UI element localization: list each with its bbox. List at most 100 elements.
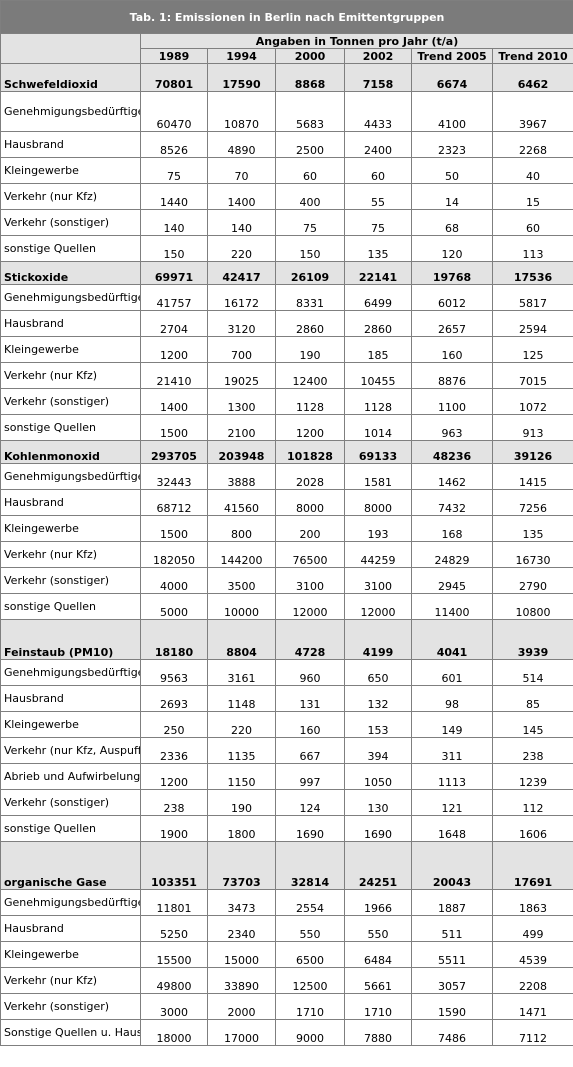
value-cell: 32443 <box>140 463 208 490</box>
source-label: Hausbrand <box>0 915 141 942</box>
table-row: Kleingewerbe 15500 15000 6500 6484 5511 4539 <box>0 941 573 968</box>
value-cell: 3100 <box>344 567 412 594</box>
group-name: Feinstaub (PM10) <box>0 619 141 660</box>
value-cell: 75 <box>344 209 412 236</box>
value-cell: 68712 <box>140 489 208 516</box>
table-body: Schwefeldioxid 70801 17590 8868 7158 6674 6462… <box>0 63 573 1046</box>
value-cell: 12500 <box>275 967 345 994</box>
group-total-cell: 24251 <box>344 841 412 890</box>
value-cell: 149 <box>411 711 493 738</box>
source-label: Genehmigungsbedürftige Anlagen <box>0 91 141 132</box>
table-row: Verkehr (sonstiger) 140 140 75 75 68 60 <box>0 209 573 236</box>
source-label: Hausbrand <box>0 685 141 712</box>
value-cell: 140 <box>140 209 208 236</box>
value-cell: 1135 <box>207 737 276 764</box>
value-cell: 1113 <box>411 763 493 790</box>
value-cell: 1148 <box>207 685 276 712</box>
value-cell: 250 <box>140 711 208 738</box>
value-cell: 3888 <box>207 463 276 490</box>
table-row: Verkehr (sonstiger) 1400 1300 1128 1128 1100 1… <box>0 388 573 415</box>
value-cell: 4890 <box>207 131 276 158</box>
value-cell: 1710 <box>344 993 412 1020</box>
value-cell: 7880 <box>344 1019 412 1046</box>
table-row: Kleingewerbe 75 70 60 60 50 40 <box>0 157 573 184</box>
value-cell: 168 <box>411 515 493 542</box>
value-cell: 514 <box>491 659 573 686</box>
group-name: organische Gase <box>0 841 141 890</box>
value-cell: 1128 <box>275 388 345 415</box>
value-cell: 997 <box>275 763 345 790</box>
table-row: Genehmigungsbedürftige Anlagen1180134732… <box>0 889 573 916</box>
source-label: Hausbrand <box>0 310 141 337</box>
value-cell: 1415 <box>491 463 573 490</box>
value-cell: 2554 <box>275 889 345 916</box>
group-total-cell: 7158 <box>344 63 412 92</box>
value-cell: 5000 <box>140 593 208 620</box>
value-cell: 5661 <box>344 967 412 994</box>
value-cell: 60 <box>491 209 573 236</box>
source-label: Kleingewerbe <box>0 711 141 738</box>
group-total-cell: 101828 <box>275 440 345 464</box>
value-cell: 1690 <box>344 815 412 842</box>
group-total-cell: 17536 <box>491 261 573 285</box>
value-cell: 10000 <box>207 593 276 620</box>
value-cell: 1200 <box>140 336 208 363</box>
source-label: Verkehr (sonstiger) <box>0 209 141 236</box>
group-total-cell: 69971 <box>140 261 208 285</box>
group-name: Stickoxide <box>0 261 141 285</box>
value-cell: 125 <box>491 336 573 363</box>
value-cell: 10800 <box>491 593 573 620</box>
value-cell: 1690 <box>275 815 345 842</box>
value-cell: 311 <box>411 737 493 764</box>
group-total-cell: 20043 <box>411 841 493 890</box>
value-cell: 21410 <box>140 362 208 389</box>
value-cell: 17000 <box>207 1019 276 1046</box>
group-row: Stickoxide 69971 42417 26109 22141 19768 17536 <box>0 261 573 285</box>
table-row: Genehmigungsbedürftige Anlagen4175716172… <box>0 284 573 311</box>
table-row: Genehmigungsbedürftige Anlagen9563316196… <box>0 659 573 686</box>
table-row: Kleingewerbe 250 220 160 153 149 145 <box>0 711 573 738</box>
value-cell: 3120 <box>207 310 276 337</box>
source-label: Verkehr (sonstiger) <box>0 789 141 816</box>
table-row: Kleingewerbe 1500 800 200 193 168 135 <box>0 515 573 542</box>
value-cell: 2500 <box>275 131 345 158</box>
value-cell: 135 <box>491 515 573 542</box>
value-cell: 2208 <box>491 967 573 994</box>
source-label: Kleingewerbe <box>0 941 141 968</box>
value-cell: 7112 <box>491 1019 573 1046</box>
source-label: Sonstige Quellen u. Haushalte <box>0 1019 141 1046</box>
value-cell: 700 <box>207 336 276 363</box>
value-cell: 400 <box>275 183 345 210</box>
source-label: sonstige Quellen <box>0 414 141 441</box>
value-cell: 150 <box>140 235 208 262</box>
table-title: Tab. 1: Emissionen in Berlin nach Emitte… <box>0 0 573 34</box>
group-total-cell: 70801 <box>140 63 208 92</box>
value-cell: 131 <box>275 685 345 712</box>
value-cell: 7432 <box>411 489 493 516</box>
value-cell: 1200 <box>140 763 208 790</box>
value-cell: 1400 <box>207 183 276 210</box>
source-label: sonstige Quellen <box>0 593 141 620</box>
table-row: Verkehr (nur Kfz) 182050 144200 76500 44259 2… <box>0 541 573 568</box>
table-row: Hausbrand 5250 2340 550 550 511 499 <box>0 915 573 942</box>
value-cell: 1863 <box>491 889 573 916</box>
value-cell: 650 <box>344 659 412 686</box>
group-total-cell: 3939 <box>491 619 573 660</box>
group-name: Kohlenmonoxid <box>0 440 141 464</box>
value-cell: 1239 <box>491 763 573 790</box>
value-cell: 40 <box>491 157 573 184</box>
value-cell: 44259 <box>344 541 412 568</box>
value-cell: 60470 <box>140 91 208 132</box>
value-cell: 160 <box>411 336 493 363</box>
table-row: Kleingewerbe 1200 700 190 185 160 125 <box>0 336 573 363</box>
year-header-row: 1989 1994 2000 2002 Trend 2005 Trend 201… <box>1 48 573 64</box>
value-cell: 1800 <box>207 815 276 842</box>
group-total-cell: 32814 <box>275 841 345 890</box>
table-row: Hausbrand 8526 4890 2500 2400 2323 2268 <box>0 131 573 158</box>
value-cell: 2000 <box>207 993 276 1020</box>
value-cell: 4539 <box>491 941 573 968</box>
table-row: Verkehr (sonstiger) 3000 2000 1710 1710 1590 1… <box>0 993 573 1020</box>
value-cell: 135 <box>344 235 412 262</box>
table-row: Hausbrand 2704 3120 2860 2860 2657 2594 <box>0 310 573 337</box>
value-cell: 1471 <box>491 993 573 1020</box>
